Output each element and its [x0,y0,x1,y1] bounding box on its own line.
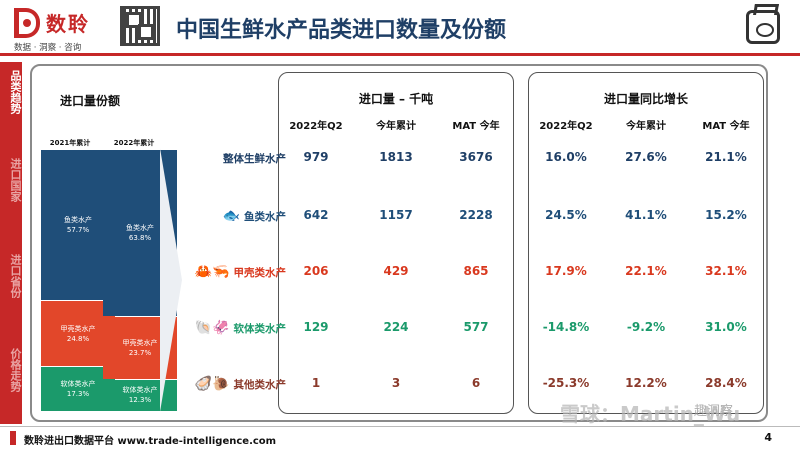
share-column-2021: 鱼类水产 57.7% 甲壳类水产 24.8% 软体类水产 17.3% [41,150,115,412]
footer: 数聆进出口数据平台 www.trade-intelligence.com 4 [0,426,800,450]
growth-cell: -9.2% [626,320,666,334]
share-segment-value: 24.8% [66,334,90,343]
volume-cell: 642 [303,208,329,222]
growth-cell: 12.2% [625,376,667,390]
nav-item-category-trend[interactable]: 品类趋势 [9,70,22,114]
row-label: 🐚🦑 软体类水产 [190,319,286,337]
growth-cell: 24.5% [545,208,587,222]
basket-icon [746,10,780,44]
growth-cell: 28.4% [705,376,747,390]
growth-cell: 17.9% [545,264,587,278]
share-segment-value: 57.7% [66,226,90,235]
nav-item-import-country[interactable]: 进口国家 [9,158,22,202]
growth-cell: 31.0% [705,320,747,334]
growth-cell: 15.2% [705,208,747,222]
watermark-main: 雪球：Martin_Wu [560,402,741,426]
logo: 数聆 数据 · 洞察 · 咨询 [14,8,118,53]
share-segment-name: 鱼类水产 [64,216,92,225]
volume-table [278,72,514,414]
row-label-text: 软体类水产 [233,322,287,335]
growth-cell: -14.8% [542,320,590,334]
section-nav: 品类趋势 进口国家 进口省份 价格走势 [0,62,22,424]
volume-cell: 1813 [379,150,413,164]
growth-cell: 22.1% [625,264,667,278]
share-title: 进口量份额 [60,94,121,108]
footer-source: 数聆进出口数据平台 www.trade-intelligence.com [24,436,277,447]
volume-cell: 206 [303,264,329,278]
watermark-secondary: 趣洞察 [694,404,734,419]
page-title: 中国生鲜水产品类进口数量及份额 [176,18,507,43]
qr-code-icon [120,6,160,46]
volume-cell: 865 [463,264,489,278]
fish-icon: 🐟 [222,208,240,224]
page-number: 4 [764,431,772,444]
volume-cell: 2228 [459,208,493,222]
row-label: 🦀🦐 甲壳类水产 [190,263,286,281]
row-label: 🦪🐌 其他类水产 [190,375,286,393]
volume-col-ytd: 今年累计 [376,121,416,132]
volume-cell: 224 [383,320,409,334]
volume-col-q2: 2022年Q2 [289,121,343,132]
header: 数聆 数据 · 洞察 · 咨询 中国生鲜水产品类进口数量及份额 [0,0,800,56]
volume-cell: 6 [471,376,481,390]
share-segment-name: 软体类水产 [122,386,158,395]
shell-squid-icon: 🐚🦑 [194,320,230,336]
share-segment-value: 63.8% [128,234,152,243]
column-label-2021: 2021年累计 [49,139,91,147]
share-segment-name: 鱼类水产 [126,224,154,233]
volume-table-title: 进口量 – 千吨 [358,92,434,106]
growth-cell: 41.1% [625,208,667,222]
row-label: 整体生鲜水产 [190,149,286,167]
volume-cell: 429 [383,264,409,278]
volume-cell: 3676 [459,150,493,164]
other-seafood-icon: 🦪🐌 [194,376,230,392]
logo-mark-icon [14,8,40,38]
volume-cell: 3 [391,376,401,390]
column-label-2022: 2022年累计 [113,139,155,147]
footer-accent [10,431,16,445]
share-segment-value: 17.3% [66,389,90,398]
row-label-text: 甲壳类水产 [233,266,287,279]
growth-col-mat: MAT 今年 [702,121,750,132]
growth-cell: 16.0% [545,150,587,164]
row-label-text: 整体生鲜水产 [223,152,286,165]
crab-shrimp-icon: 🦀🦐 [194,264,230,280]
share-segment-name: 甲壳类水产 [60,324,96,333]
volume-cell: 129 [303,320,329,334]
growth-col-ytd: 今年累计 [626,121,666,132]
share-segment-value: 23.7% [128,349,152,358]
share-segment-name: 甲壳类水产 [122,339,158,348]
growth-cell: 32.1% [705,264,747,278]
volume-cell: 1 [311,376,321,390]
volume-cell: 979 [303,150,329,164]
share-segment: 软体类水产 17.3% [41,366,115,411]
share-segment-value: 12.3% [128,396,152,405]
share-segment-name: 软体类水产 [60,379,96,388]
growth-col-q2: 2022年Q2 [539,121,593,132]
growth-table-title: 进口量同比增长 [603,92,688,106]
growth-cell: -25.3% [542,376,590,390]
volume-cell: 577 [463,320,489,334]
nav-item-price-trend[interactable]: 价格走势 [9,348,22,392]
logo-name: 数聆 [46,12,90,36]
logo-tagline: 数据 · 洞察 · 咨询 [14,43,82,53]
volume-col-mat: MAT 今年 [452,121,500,132]
growth-cell: 27.6% [625,150,667,164]
share-segment: 鱼类水产 57.7% [41,150,115,301]
row-label-text: 其他类水产 [233,378,287,391]
row-label-text: 鱼类水产 [244,210,286,223]
growth-table [528,72,764,414]
volume-cell: 1157 [379,208,413,222]
share-segment: 软体类水产 12.3% [103,379,177,411]
share-segment: 甲壳类水产 24.8% [41,301,115,366]
nav-item-import-province[interactable]: 进口省份 [9,254,22,298]
row-label: 🐟 鱼类水产 [190,207,286,225]
growth-cell: 21.1% [705,150,747,164]
